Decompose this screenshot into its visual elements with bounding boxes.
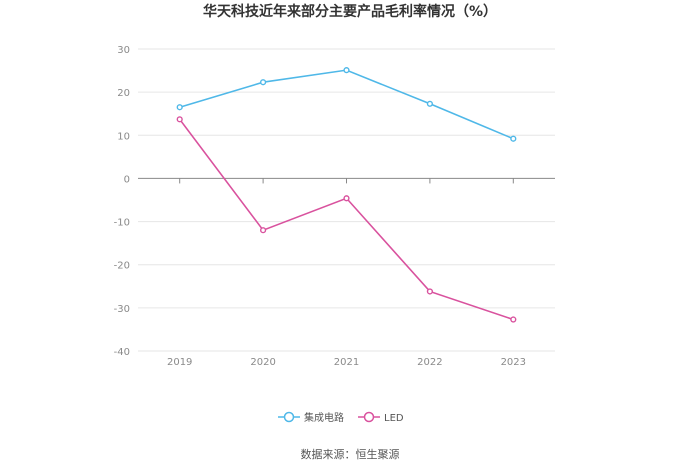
data-point[interactable] — [343, 67, 350, 74]
x-axis: 2019 2020 2021 2022 2023 — [167, 178, 526, 368]
legend[interactable]: 集成电路 LED — [278, 411, 404, 424]
legend-item[interactable]: 集成电路 — [278, 411, 344, 424]
y-tick-label: 0 — [124, 174, 130, 185]
legend-marker-icon — [283, 411, 295, 423]
data-point[interactable] — [260, 79, 267, 86]
legend-label: 集成电路 — [304, 411, 344, 424]
legend-label: LED — [384, 413, 404, 424]
data-point[interactable] — [510, 135, 517, 142]
data-point[interactable] — [260, 227, 267, 234]
data-point[interactable] — [176, 104, 183, 111]
y-tick-label: 20 — [117, 88, 130, 99]
data-source: 数据来源：恒生聚源 — [301, 447, 400, 461]
series-layer — [176, 67, 517, 323]
chart-title: 华天科技近年来部分主要产品毛利率情况（%） — [203, 3, 497, 20]
legend-item[interactable]: LED — [358, 411, 404, 425]
series-line-1 — [179, 69, 514, 140]
x-tick-label: 2020 — [250, 357, 275, 368]
y-tick-label: -40 — [114, 347, 130, 358]
series-line-2 — [179, 118, 514, 321]
y-tick-label: 10 — [117, 131, 130, 142]
grid-lines — [138, 48, 555, 352]
legend-marker-icon — [363, 411, 375, 423]
x-tick-label: 2023 — [501, 357, 526, 368]
y-tick-label: 30 — [117, 45, 130, 56]
data-point[interactable] — [343, 195, 350, 202]
x-tick-label: 2021 — [334, 357, 359, 368]
data-point[interactable] — [426, 288, 434, 295]
x-tick-label: 2019 — [167, 357, 192, 368]
y-tick-label: -30 — [114, 304, 130, 315]
data-point[interactable] — [426, 100, 434, 107]
data-point[interactable] — [510, 316, 517, 323]
y-axis: 30 20 10 0 -10 -20 -30 -40 — [114, 45, 130, 358]
y-tick-label: -10 — [114, 218, 130, 229]
data-point[interactable] — [176, 116, 183, 123]
y-tick-label: -20 — [114, 261, 130, 272]
x-tick-label: 2022 — [417, 357, 442, 368]
